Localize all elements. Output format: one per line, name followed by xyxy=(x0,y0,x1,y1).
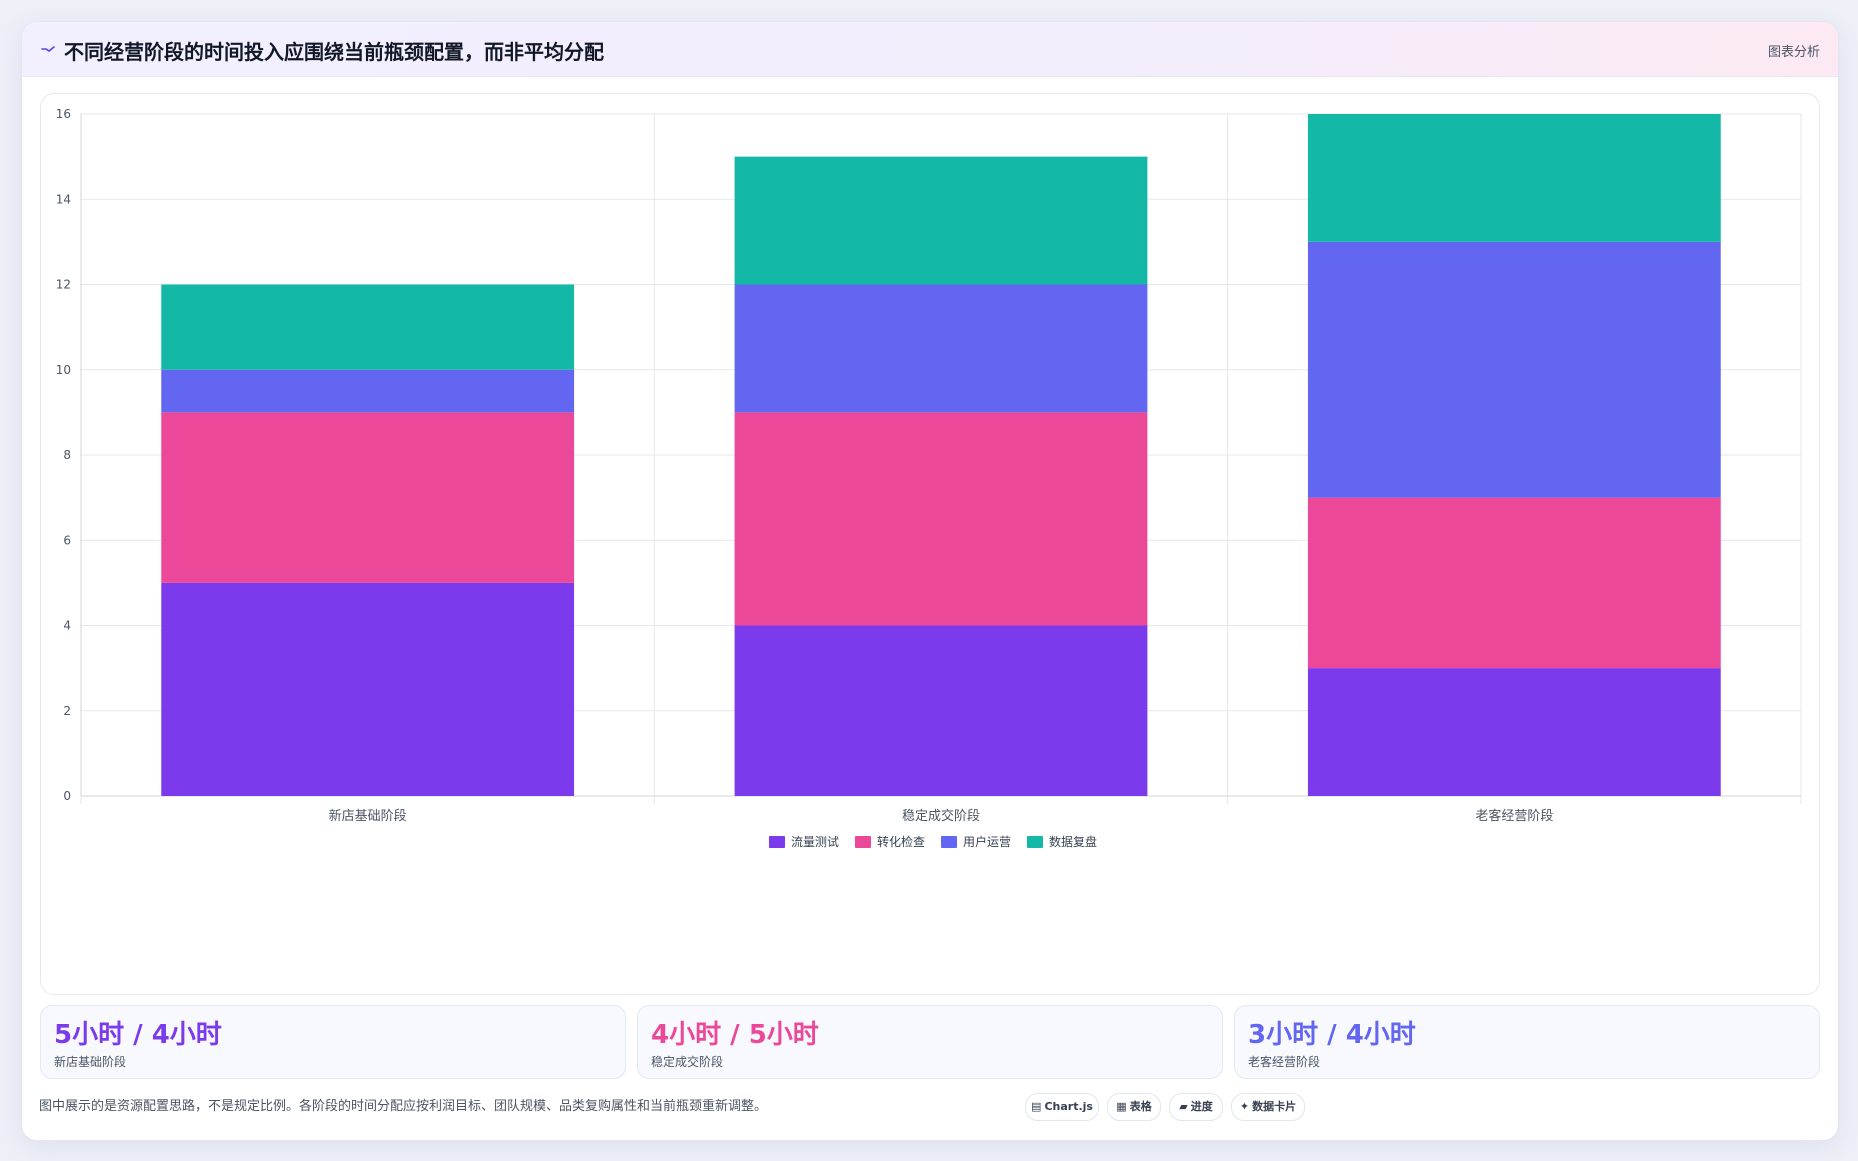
stat-value: 4小时 / 5小时 xyxy=(651,1020,819,1050)
stat-card-loyal: 3小时 / 4小时 老客经营阶段 xyxy=(1234,1005,1820,1079)
stat-value: 5小时 / 4小时 xyxy=(54,1020,222,1050)
legend-label: 数据复盘 xyxy=(1049,834,1097,849)
legend-label: 流量测试 xyxy=(791,834,839,849)
bar-segment xyxy=(1307,497,1721,669)
legend-swatch xyxy=(769,836,785,848)
legend-swatch xyxy=(1027,836,1043,848)
x-tick-label: 新店基础阶段 xyxy=(329,808,407,824)
chip-chartjs[interactable]: ▤ Chart.js xyxy=(1025,1093,1099,1121)
y-tick-label: 14 xyxy=(56,192,71,206)
x-tick-label: 老客经营阶段 xyxy=(1475,808,1553,824)
legend-label: 转化检查 xyxy=(877,834,925,849)
bar-segment xyxy=(1307,241,1721,498)
bar-segment xyxy=(161,284,575,370)
progress-icon: ▰ xyxy=(1179,1100,1188,1113)
bar-segment xyxy=(734,156,1148,285)
chart-icon: ▤ xyxy=(1031,1100,1042,1113)
y-tick-label: 2 xyxy=(63,704,71,718)
y-tick-label: 10 xyxy=(56,363,71,377)
card-header: 不同经营阶段的时间投入应围绕当前瓶颈配置，而非平均分配 图表分析 xyxy=(22,22,1838,77)
chart-title: 不同经营阶段的时间投入应围绕当前瓶颈配置，而非平均分配 xyxy=(64,40,604,64)
bar-segment xyxy=(1307,668,1721,796)
legend-label: 用户运营 xyxy=(963,834,1011,849)
chart-card: 不同经营阶段的时间投入应围绕当前瓶颈配置，而非平均分配 图表分析 0 2 4 6 8 10… xyxy=(21,21,1839,1141)
y-tick-label: 8 xyxy=(63,448,71,462)
footnote: 图中展示的是资源配置思路，不是规定比例。各阶段的时间分配应按利润目标、团队规模、… xyxy=(39,1099,768,1114)
bar-segment xyxy=(161,369,575,413)
bar-segment xyxy=(734,625,1148,796)
bar-segment xyxy=(1307,114,1721,242)
bar-segment xyxy=(734,284,1148,413)
chip-progress[interactable]: ▰ 进度 xyxy=(1169,1093,1223,1121)
stat-label: 稳定成交阶段 xyxy=(651,1055,724,1069)
card-icon: ✦ xyxy=(1239,1100,1250,1113)
chip-data-card[interactable]: ✦ 数据卡片 xyxy=(1231,1093,1305,1121)
y-tick-label: 0 xyxy=(63,789,71,803)
y-tick-label: 4 xyxy=(63,619,71,633)
chart-analysis-link[interactable]: 图表分析 xyxy=(1767,45,1820,60)
legend-swatch xyxy=(941,836,957,848)
chip-label: 数据卡片 xyxy=(1252,1100,1297,1113)
bar-segment xyxy=(161,412,575,583)
chip-label: Chart.js xyxy=(1044,1100,1093,1113)
chip-table[interactable]: ▦ 表格 xyxy=(1107,1093,1161,1121)
bar-segment xyxy=(161,582,575,796)
stat-card-stable: 4小时 / 5小时 稳定成交阶段 xyxy=(637,1005,1223,1079)
legend-swatch xyxy=(855,836,871,848)
trend-icon xyxy=(40,40,56,56)
y-tick-label: 6 xyxy=(63,533,71,547)
bar-segment xyxy=(734,412,1148,626)
stat-label: 老客经营阶段 xyxy=(1248,1055,1321,1069)
y-tick-label: 16 xyxy=(56,107,71,121)
table-icon: ▦ xyxy=(1116,1100,1127,1113)
stat-value: 3小时 / 4小时 xyxy=(1248,1020,1416,1050)
stat-label: 新店基础阶段 xyxy=(54,1055,127,1069)
chip-label: 表格 xyxy=(1129,1100,1152,1113)
x-tick-label: 稳定成交阶段 xyxy=(902,808,980,824)
stat-card-new-store: 5小时 / 4小时 新店基础阶段 xyxy=(40,1005,626,1079)
stat-cards: 5小时 / 4小时 新店基础阶段 4小时 / 5小时 稳定成交阶段 3小时 / … xyxy=(40,1005,1820,1079)
y-tick-label: 12 xyxy=(56,278,71,292)
chart-area: 0 2 4 6 8 10 12 14 16 新店基础阶段 稳定成交阶段 老客经营阶段流量测试 转化检查 用… xyxy=(40,93,1820,995)
chip-label: 进度 xyxy=(1190,1100,1213,1113)
